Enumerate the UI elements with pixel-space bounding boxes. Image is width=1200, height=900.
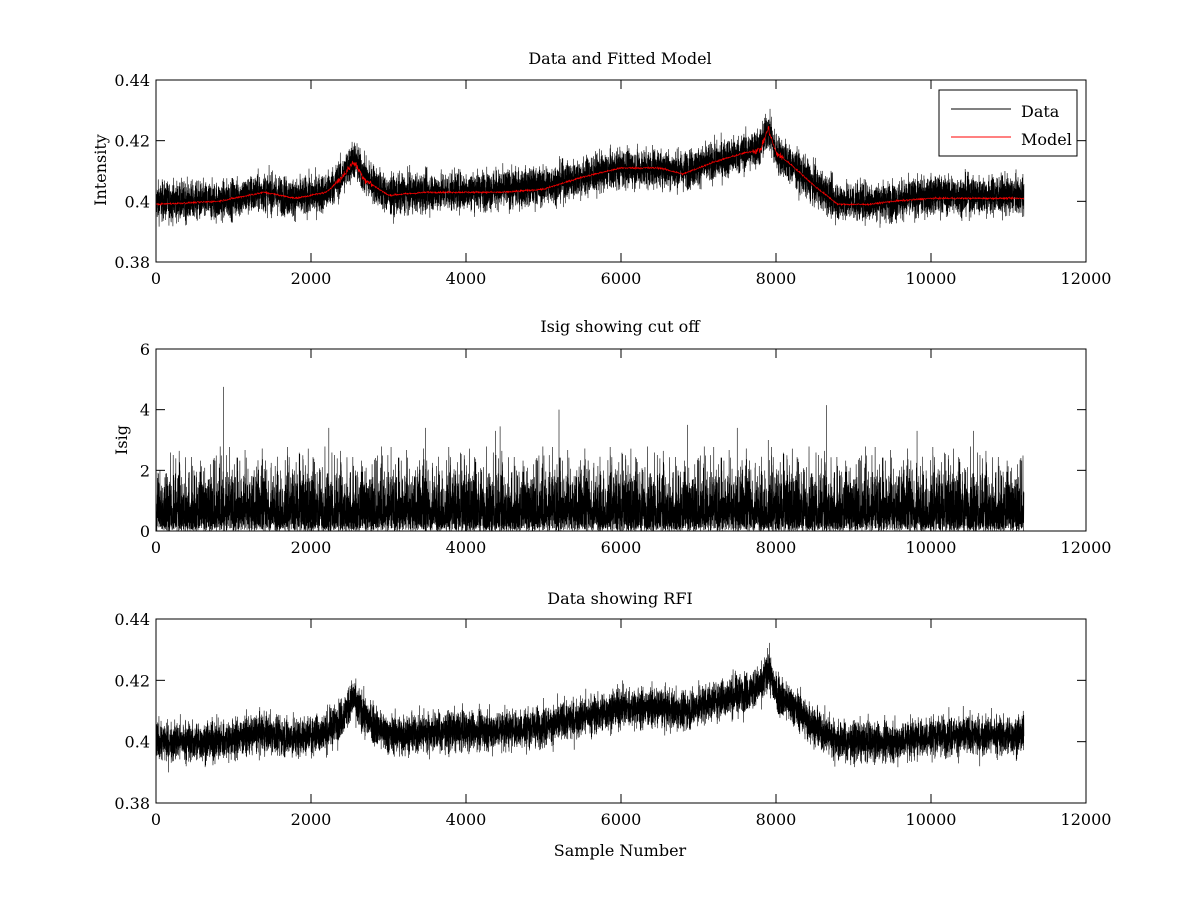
plot-area: 0 2000 4000 6000 8000 10000 12000 0.38 0.4 0.42 0.… <box>114 71 1111 288</box>
x-tick-label: 2000 <box>291 538 332 557</box>
x-tick-label: 2000 <box>291 810 332 829</box>
y-tick-label: 0.4 <box>125 192 150 211</box>
y-tick-label: 4 <box>140 401 150 420</box>
legend-label-data: Data <box>1021 102 1060 121</box>
x-tick-label: 2000 <box>291 269 332 288</box>
y-tick-label: 0 <box>140 522 150 541</box>
x-tick-label: 6000 <box>601 538 642 557</box>
y-tick-label: 0.44 <box>114 71 150 90</box>
plot-area: 0 2000 4000 6000 8000 10000 12000 0.38 0.4 0.42 0.… <box>114 610 1111 829</box>
x-axis-label: Sample Number <box>554 841 687 860</box>
y-tick-label: 0.44 <box>114 610 150 629</box>
x-tick-label: 12000 <box>1061 269 1112 288</box>
x-tick-label: 4000 <box>446 810 487 829</box>
y-axis-label: Intensity <box>91 134 110 206</box>
x-tick-label: 0 <box>151 269 161 288</box>
x-tick-label: 8000 <box>756 810 797 829</box>
legend-box <box>938 89 1078 157</box>
y-tick-label: 0.42 <box>114 132 150 151</box>
y-tick-label: 0.38 <box>114 253 150 272</box>
plot-area: 0 2000 4000 6000 8000 10000 12000 0 2 4 6 <box>140 340 1112 557</box>
x-tick-label: 12000 <box>1061 810 1112 829</box>
y-tick-label: 0.42 <box>114 671 150 690</box>
panel-data-and-fitted-model: Data and Fitted Model Intensity 0 2000 400… <box>91 49 1111 288</box>
x-tick-label: 0 <box>151 538 161 557</box>
x-tick-label: 6000 <box>601 269 642 288</box>
y-tick-label: 6 <box>140 340 150 359</box>
x-tick-label: 10000 <box>906 269 957 288</box>
x-tick-label: 10000 <box>906 538 957 557</box>
series-line-data-0 <box>155 386 1025 531</box>
panel-data-showing-rfi: Data showing RFI Sample Number 0 2000 4000… <box>114 589 1111 860</box>
x-tick-label: 4000 <box>446 538 487 557</box>
series-line-model-1 <box>155 126 1024 207</box>
x-tick-label: 10000 <box>906 810 957 829</box>
x-tick-label: 8000 <box>756 269 797 288</box>
chart-title: Isig showing cut off <box>540 317 701 336</box>
legend-label-model: Model <box>1021 130 1072 149</box>
x-tick-label: 12000 <box>1061 538 1112 557</box>
x-tick-label: 4000 <box>446 269 487 288</box>
x-tick-label: 6000 <box>601 810 642 829</box>
legend: Data Model <box>938 89 1078 157</box>
y-axis-label: Isig <box>112 425 131 455</box>
series-line-data-0 <box>155 108 1025 228</box>
x-tick-label: 0 <box>151 810 161 829</box>
y-tick-label: 2 <box>140 461 150 480</box>
chart-title: Data and Fitted Model <box>528 49 711 68</box>
y-tick-label: 0.38 <box>114 794 150 813</box>
x-tick-label: 8000 <box>756 538 797 557</box>
chart-title: Data showing RFI <box>547 589 692 608</box>
panel-isig-showing-cut-off: Isig showing cut off Isig 0 2000 4000 6000 8… <box>112 317 1111 557</box>
series-line-data-0 <box>155 642 1025 773</box>
y-tick-label: 0.4 <box>125 733 150 752</box>
